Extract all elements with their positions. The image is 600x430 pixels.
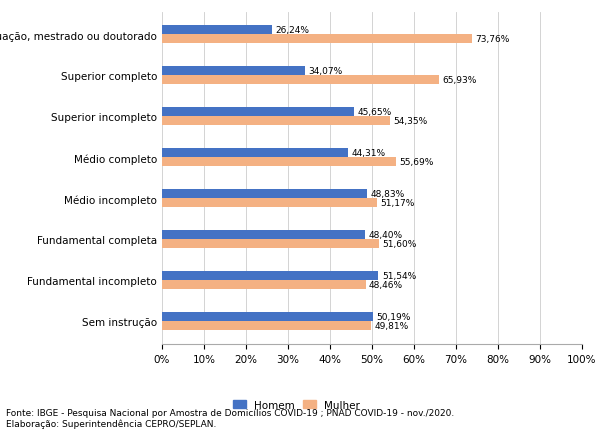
Text: 73,76%: 73,76%	[475, 35, 509, 44]
Text: 44,31%: 44,31%	[352, 149, 386, 158]
Text: 26,24%: 26,24%	[275, 26, 310, 35]
Text: 48,46%: 48,46%	[369, 281, 403, 290]
Bar	[162, 108, 354, 117]
Text: 51,54%: 51,54%	[382, 272, 416, 281]
Bar	[162, 67, 305, 76]
Text: 45,65%: 45,65%	[357, 108, 391, 117]
Bar	[162, 199, 377, 208]
Text: 48,40%: 48,40%	[368, 231, 403, 240]
Bar	[162, 35, 472, 44]
Bar	[162, 231, 365, 240]
Bar	[162, 322, 371, 331]
Text: 34,07%: 34,07%	[308, 67, 343, 76]
Text: Fonte: IBGE - Pesquisa Nacional por Amostra de Domicílios COVID-19 ; PNAD COVID-: Fonte: IBGE - Pesquisa Nacional por Amos…	[6, 408, 454, 428]
Bar	[162, 117, 390, 126]
Bar	[162, 76, 439, 85]
Text: 54,35%: 54,35%	[394, 117, 428, 126]
Bar	[162, 190, 367, 199]
Bar	[162, 272, 379, 281]
Bar	[162, 240, 379, 249]
Text: 48,83%: 48,83%	[370, 190, 404, 199]
Bar	[162, 149, 348, 158]
Bar	[162, 26, 272, 35]
Legend: Homem, Mulher: Homem, Mulher	[229, 396, 364, 414]
Text: 49,81%: 49,81%	[374, 322, 409, 331]
Text: 55,69%: 55,69%	[399, 158, 434, 167]
Bar	[162, 158, 396, 167]
Text: 51,17%: 51,17%	[380, 199, 415, 208]
Text: 50,19%: 50,19%	[376, 313, 410, 322]
Text: 65,93%: 65,93%	[442, 76, 476, 85]
Text: 51,60%: 51,60%	[382, 240, 416, 249]
Bar	[162, 281, 365, 290]
Bar	[162, 313, 373, 322]
